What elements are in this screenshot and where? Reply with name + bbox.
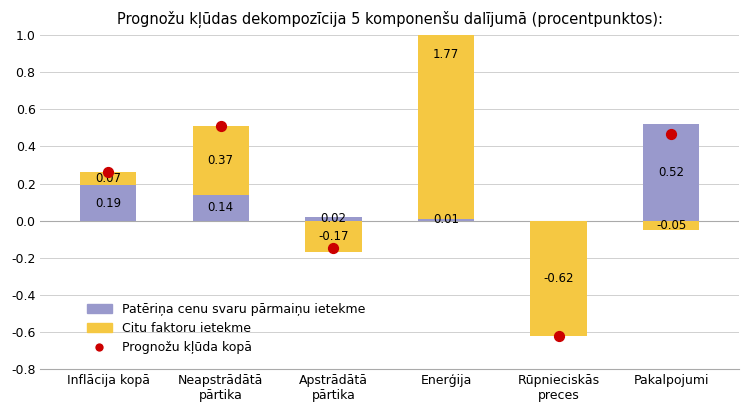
Bar [305, 221, 362, 252]
Text: -0.62: -0.62 [544, 272, 574, 285]
Text: 0.19: 0.19 [95, 197, 121, 209]
Bar [644, 221, 700, 230]
Bar [530, 221, 586, 336]
Point [214, 123, 226, 129]
Bar [644, 124, 700, 221]
Text: -0.05: -0.05 [656, 219, 686, 232]
Bar [80, 185, 136, 221]
Text: 1.77: 1.77 [433, 48, 459, 61]
Bar [80, 173, 136, 185]
Text: 0.37: 0.37 [208, 154, 234, 167]
Point [665, 130, 677, 137]
Point [102, 169, 114, 176]
Bar [193, 195, 249, 221]
Text: 0.07: 0.07 [95, 173, 121, 185]
Title: Prognožu kļūdas dekompozīcija 5 komponenšu dalījumā (procentpunktos):: Prognožu kļūdas dekompozīcija 5 komponen… [117, 11, 663, 28]
Point [327, 245, 339, 252]
Text: 0.52: 0.52 [658, 166, 684, 179]
Point [553, 332, 565, 339]
Legend: Patēriņa cenu svaru pārmaiņu ietekme, Citu faktoru ietekme, Prognožu kļūda kopā: Patēriņa cenu svaru pārmaiņu ietekme, Ci… [82, 298, 370, 359]
Bar [193, 126, 249, 195]
Bar [418, 0, 474, 219]
Text: 0.14: 0.14 [208, 201, 234, 214]
Bar [305, 217, 362, 221]
Text: 0.02: 0.02 [320, 212, 346, 225]
Text: -0.17: -0.17 [318, 230, 349, 243]
Text: 0.01: 0.01 [433, 213, 459, 226]
Bar [418, 219, 474, 221]
